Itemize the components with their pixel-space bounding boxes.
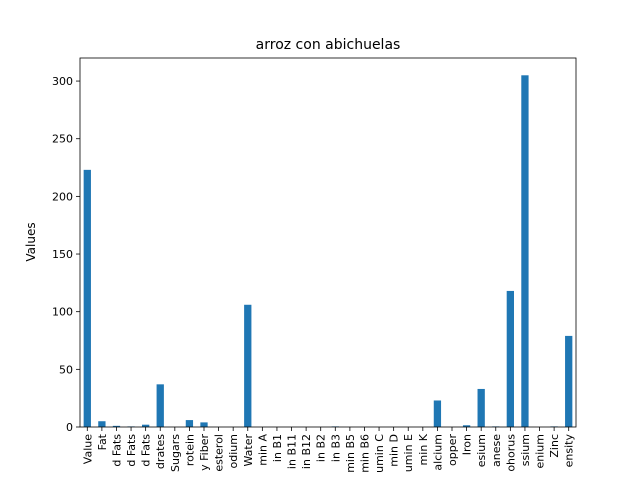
bar-8 <box>200 422 208 427</box>
x-tick-label-26: Iron <box>461 434 474 455</box>
bar-33 <box>565 335 573 427</box>
x-tick-label-25: opper <box>446 434 459 466</box>
x-tick-label-33: ensity <box>563 434 576 468</box>
bars-group <box>83 75 573 427</box>
x-tick-label-20: umin C <box>373 434 386 473</box>
y-axis: 0 50 100 150 200 250 300 <box>52 75 80 434</box>
bar-4 <box>142 424 150 427</box>
x-tick-label-18: min B5 <box>344 434 357 473</box>
x-tick-label-19: min B6 <box>358 434 371 473</box>
y-tick-label-2: 100 <box>52 306 73 319</box>
chart-title: arroz con abichuelas <box>256 37 401 53</box>
x-tick-label-7: rotein <box>183 434 196 466</box>
x-tick-label-28: anese <box>490 434 503 467</box>
bar-26 <box>462 425 471 427</box>
bar-30 <box>521 75 529 427</box>
bar-1 <box>98 421 106 427</box>
bar-0 <box>83 169 91 427</box>
x-tick-label-13: in B1 <box>271 434 284 462</box>
x-tick-label-5: drates <box>154 434 167 469</box>
y-tick-label-1: 50 <box>59 363 73 376</box>
y-tick-label-3: 150 <box>52 248 73 261</box>
x-tick-label-23: min K <box>417 433 430 465</box>
x-tick-label-15: in B12 <box>300 434 313 469</box>
y-tick-label-0: 0 <box>66 421 73 434</box>
x-tick-label-9: esterol <box>213 434 226 472</box>
y-tick-label-4: 200 <box>52 190 73 203</box>
x-tick-label-21: min D <box>388 434 401 467</box>
y-axis-label: Values <box>24 222 38 261</box>
bar-11 <box>244 304 252 427</box>
bar-29 <box>506 290 514 427</box>
x-tick-label-16: in B2 <box>315 434 328 462</box>
x-tick-label-10: odium <box>227 434 240 468</box>
x-tick-label-8: y Fiber <box>198 434 211 471</box>
plot-frame <box>79 57 577 428</box>
x-tick-label-6: Sugars <box>169 434 182 472</box>
bar-7 <box>185 420 194 427</box>
bar-24 <box>433 400 442 427</box>
x-tick-label-1: Fat <box>96 433 109 450</box>
x-tick-label-0: Value <box>81 434 94 464</box>
x-tick-label-27: esium <box>475 434 488 467</box>
x-tick-label-32: Zinc <box>548 434 561 458</box>
bar-5 <box>156 384 164 427</box>
y-tick-label-5: 250 <box>52 133 73 146</box>
bar-27 <box>477 388 485 427</box>
x-tick-label-12: min A <box>256 434 269 466</box>
x-tick-label-17: in B3 <box>329 434 342 462</box>
x-tick-label-31: enium <box>534 434 547 468</box>
x-tick-label-29: ohorus <box>504 434 517 472</box>
y-tick-label-6: 300 <box>52 75 73 88</box>
bar-2 <box>112 425 121 427</box>
x-tick-label-14: in B11 <box>286 434 299 469</box>
x-tick-label-11: Water <box>242 434 255 467</box>
x-tick-label-2: d Fats <box>110 434 123 467</box>
x-tick-label-22: umin E <box>402 434 415 472</box>
x-tick-label-30: ssium <box>519 434 532 466</box>
x-tick-label-4: d Fats <box>140 434 153 467</box>
x-tick-label-24: alcium <box>431 434 444 471</box>
x-tick-label-3: d Fats <box>125 434 138 467</box>
x-axis: Value Fat d Fats d Fats d Fats drates Sugars ro… <box>81 427 576 473</box>
